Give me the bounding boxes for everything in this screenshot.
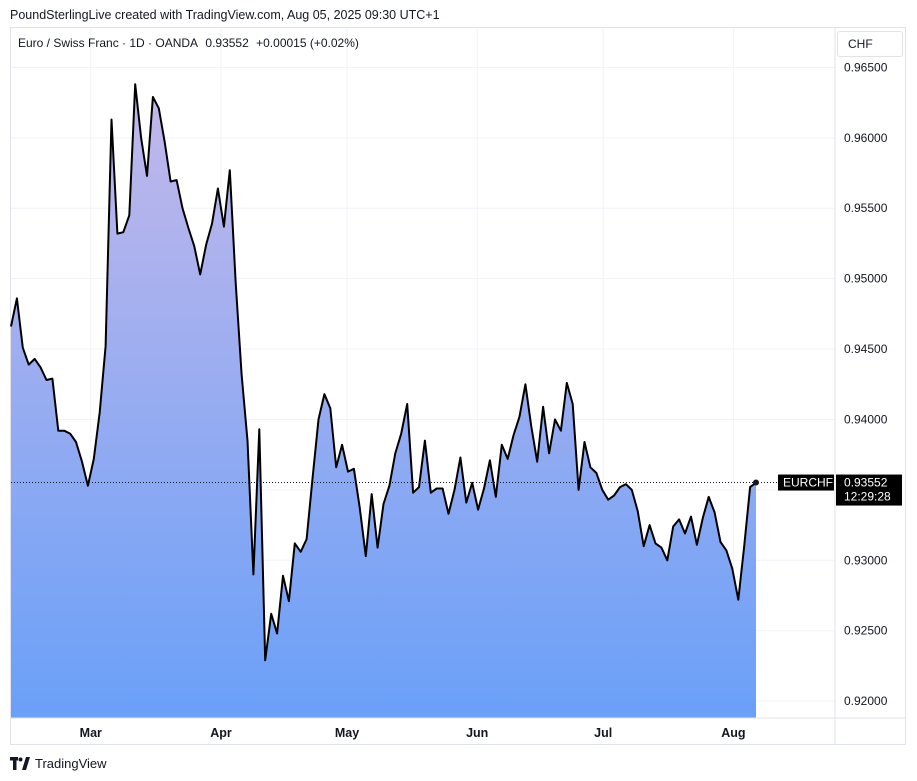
price-tag-bg — [836, 474, 902, 506]
y-tick-label: 0.92500 — [844, 624, 888, 638]
price-tag-label: 0.93552 — [844, 476, 888, 490]
y-tick-label: 0.95500 — [844, 201, 888, 215]
last-price-dot — [753, 479, 759, 486]
x-tick-label: Apr — [210, 726, 232, 740]
tradingview-logo[interactable]: TradingView — [10, 756, 107, 771]
time-axis[interactable]: Mar Apr May Jun Jul Aug — [80, 726, 746, 740]
x-tick-label: Aug — [721, 726, 745, 740]
y-tick-label: 0.92000 — [844, 694, 888, 708]
y-tick-label: 0.96000 — [844, 131, 888, 145]
currency-button[interactable]: CHF — [837, 31, 903, 57]
legend-change: +0.00015 (+0.02%) — [256, 36, 359, 50]
x-tick-label: Mar — [80, 726, 102, 740]
plot-area — [10, 83, 835, 719]
y-tick-label: 0.94000 — [844, 412, 888, 426]
area-fill — [11, 84, 756, 719]
y-tick-label: 0.93000 — [844, 553, 888, 567]
legend-symbol: Euro / Swiss Franc · 1D · OANDA — [18, 36, 199, 50]
symbol-tag-label: EURCHF — [783, 476, 833, 490]
y-tick-label: 0.96500 — [844, 60, 888, 74]
y-tick-label: 0.95000 — [844, 272, 888, 286]
price-line — [10, 83, 757, 662]
x-tick-label: Jun — [466, 726, 488, 740]
chart-frame — [10, 27, 906, 745]
price-axis[interactable]: 0.96500 0.96000 0.95500 0.95000 0.94500 0.940… — [844, 60, 888, 708]
legend-last-price: 0.93552 — [205, 36, 249, 50]
series-legend[interactable]: Euro / Swiss Franc · 1D · OANDA 0.93552 … — [18, 36, 363, 50]
x-tick-label: Jul — [594, 726, 612, 740]
x-tick-label: May — [335, 726, 359, 740]
tradingview-brand: TradingView — [35, 756, 107, 771]
countdown-label: 12:29:28 — [844, 490, 891, 504]
tradingview-logo-icon — [10, 756, 30, 770]
chart-credit: PoundSterlingLive created with TradingVi… — [10, 8, 440, 22]
y-tick-label: 0.94500 — [844, 342, 888, 356]
symbol-tag-bg — [778, 474, 834, 491]
